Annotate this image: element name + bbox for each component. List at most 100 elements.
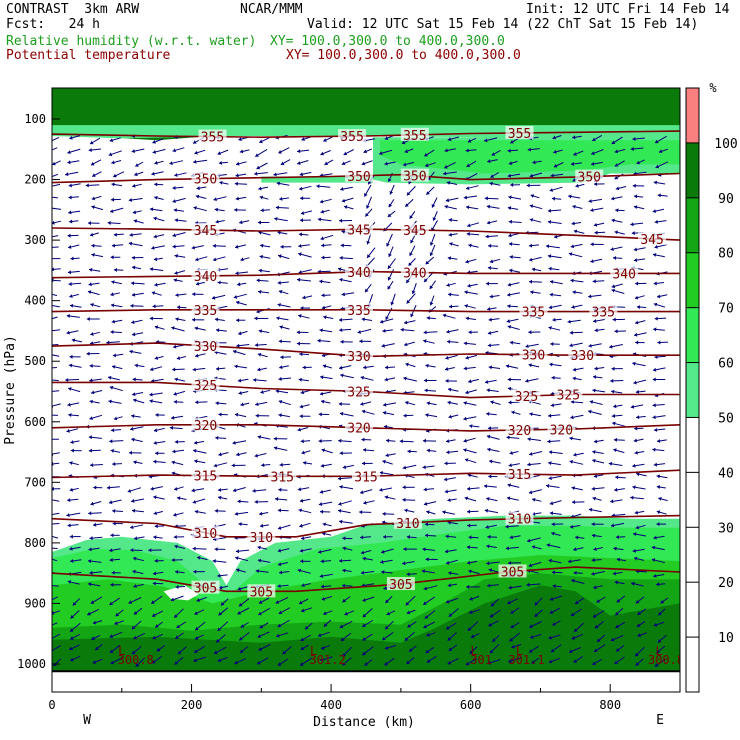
wind-vector-head bbox=[47, 329, 50, 333]
wind-vector-head bbox=[654, 663, 659, 667]
wind-vector-head bbox=[448, 218, 452, 222]
wind-vector-head bbox=[152, 613, 156, 617]
wind-vector-head bbox=[485, 525, 489, 529]
wind-vector-head bbox=[174, 377, 178, 382]
theta-label-bg bbox=[547, 422, 576, 436]
wind-vector-head bbox=[344, 611, 348, 616]
theta-label: 315 bbox=[354, 470, 377, 485]
theta-label-bg bbox=[338, 129, 367, 143]
x-tick-label: 200 bbox=[181, 698, 203, 712]
theta-label-bg bbox=[498, 564, 527, 578]
wind-vector-head bbox=[631, 581, 635, 586]
wind-vector-head bbox=[68, 282, 72, 286]
wind-vector-head bbox=[466, 545, 470, 550]
wind-vector-head bbox=[70, 657, 74, 662]
wind-vector-head bbox=[407, 449, 411, 454]
wind-vector-head bbox=[70, 636, 74, 640]
wind-vector-head bbox=[635, 281, 639, 286]
wind-vector bbox=[52, 414, 58, 416]
wind-vector-head bbox=[320, 509, 324, 514]
wind-vector-head bbox=[169, 161, 173, 166]
wind-vector-head bbox=[402, 561, 406, 566]
wind-vector-head bbox=[133, 398, 137, 403]
surface-theta-label: 301 bbox=[470, 653, 492, 667]
wind-vector-head bbox=[132, 210, 137, 215]
wind-vector-head bbox=[510, 182, 514, 187]
wind-vector-head bbox=[447, 498, 451, 502]
wind-vector-head bbox=[552, 622, 556, 626]
theta-label-bg bbox=[512, 388, 541, 402]
wind-vector-head bbox=[507, 292, 511, 297]
wind-vector-head bbox=[464, 304, 468, 308]
wind-vector-head bbox=[68, 413, 72, 417]
wind-vector-head bbox=[275, 497, 279, 501]
wind-vector-head bbox=[196, 281, 200, 286]
wind-vector-head bbox=[47, 522, 50, 526]
wind-vector-head bbox=[300, 559, 304, 564]
wind-vector-head bbox=[484, 196, 488, 201]
wind-vector-head bbox=[212, 559, 216, 564]
wind-vector-head bbox=[365, 213, 369, 217]
wind-vector bbox=[52, 344, 59, 346]
wind-vector-head bbox=[548, 558, 552, 563]
wind-vector-head bbox=[635, 652, 639, 657]
wind-vector-head bbox=[658, 496, 662, 501]
colorbar-tick-label: 70 bbox=[718, 302, 734, 317]
wind-vector-head bbox=[445, 378, 449, 383]
wind-vector-head bbox=[632, 361, 636, 366]
wind-vector-head bbox=[387, 265, 392, 269]
wind-vector-head bbox=[425, 363, 429, 368]
wind-vector-head bbox=[89, 267, 93, 272]
wind-vector-head bbox=[484, 138, 488, 143]
wind-vector-head bbox=[297, 487, 302, 492]
wind-vector-head bbox=[260, 208, 264, 213]
wind-vector-head bbox=[527, 147, 531, 152]
wind-vector-head bbox=[571, 305, 575, 309]
wind-vector-head bbox=[340, 637, 345, 641]
wind-vector-head bbox=[318, 549, 322, 554]
wind-vector-head bbox=[194, 611, 198, 615]
wind-vector-head bbox=[508, 233, 512, 238]
wind-vector-head bbox=[151, 171, 155, 176]
wind-vector-head bbox=[611, 218, 615, 223]
wind-vector-head bbox=[632, 485, 636, 490]
wind-vector-head bbox=[612, 571, 617, 576]
wind-vector-head bbox=[488, 568, 493, 573]
wind-vector-head bbox=[240, 257, 244, 262]
wind-vector-head bbox=[66, 314, 70, 318]
wind-vector-head bbox=[339, 411, 344, 416]
wind-vector-head bbox=[177, 650, 182, 655]
theta-label: 345 bbox=[347, 223, 370, 238]
wind-vector-head bbox=[150, 486, 154, 491]
wind-vector-head bbox=[529, 257, 533, 262]
wind-vector-head bbox=[70, 303, 74, 308]
theta-label: 325 bbox=[347, 385, 370, 400]
wind-vector-head bbox=[546, 543, 551, 548]
low-pressure-marker: L bbox=[118, 644, 125, 658]
wind-vector-head bbox=[592, 388, 596, 393]
wind-vector-head bbox=[575, 535, 579, 540]
wind-vector-head bbox=[551, 522, 555, 527]
theta-label-bg bbox=[345, 384, 374, 398]
wind-vector-head bbox=[113, 416, 118, 421]
wind-vector-head bbox=[634, 194, 638, 199]
wind-vector-head bbox=[111, 280, 115, 285]
y-tick-label: 700 bbox=[24, 475, 46, 489]
wind-vector bbox=[52, 183, 61, 187]
wind-vector-head bbox=[590, 242, 594, 247]
wind-vector-head bbox=[133, 556, 137, 561]
theta-label-bg bbox=[386, 577, 415, 591]
wind-vector-head bbox=[466, 186, 470, 190]
wind-vector-head bbox=[47, 257, 50, 261]
wind-vector-head bbox=[490, 400, 494, 405]
wind-vector-head bbox=[380, 559, 384, 564]
wind-vector-head bbox=[463, 438, 467, 443]
wind-vector-head bbox=[550, 173, 554, 178]
wind-vector-head bbox=[424, 278, 428, 282]
wind-vector-head bbox=[529, 624, 533, 628]
wind-vector-head bbox=[637, 611, 642, 615]
wind-vector-head bbox=[111, 319, 115, 324]
wind-vector-head bbox=[65, 378, 69, 382]
wind-vector-head bbox=[486, 388, 490, 393]
wind-vector-head bbox=[423, 586, 428, 591]
